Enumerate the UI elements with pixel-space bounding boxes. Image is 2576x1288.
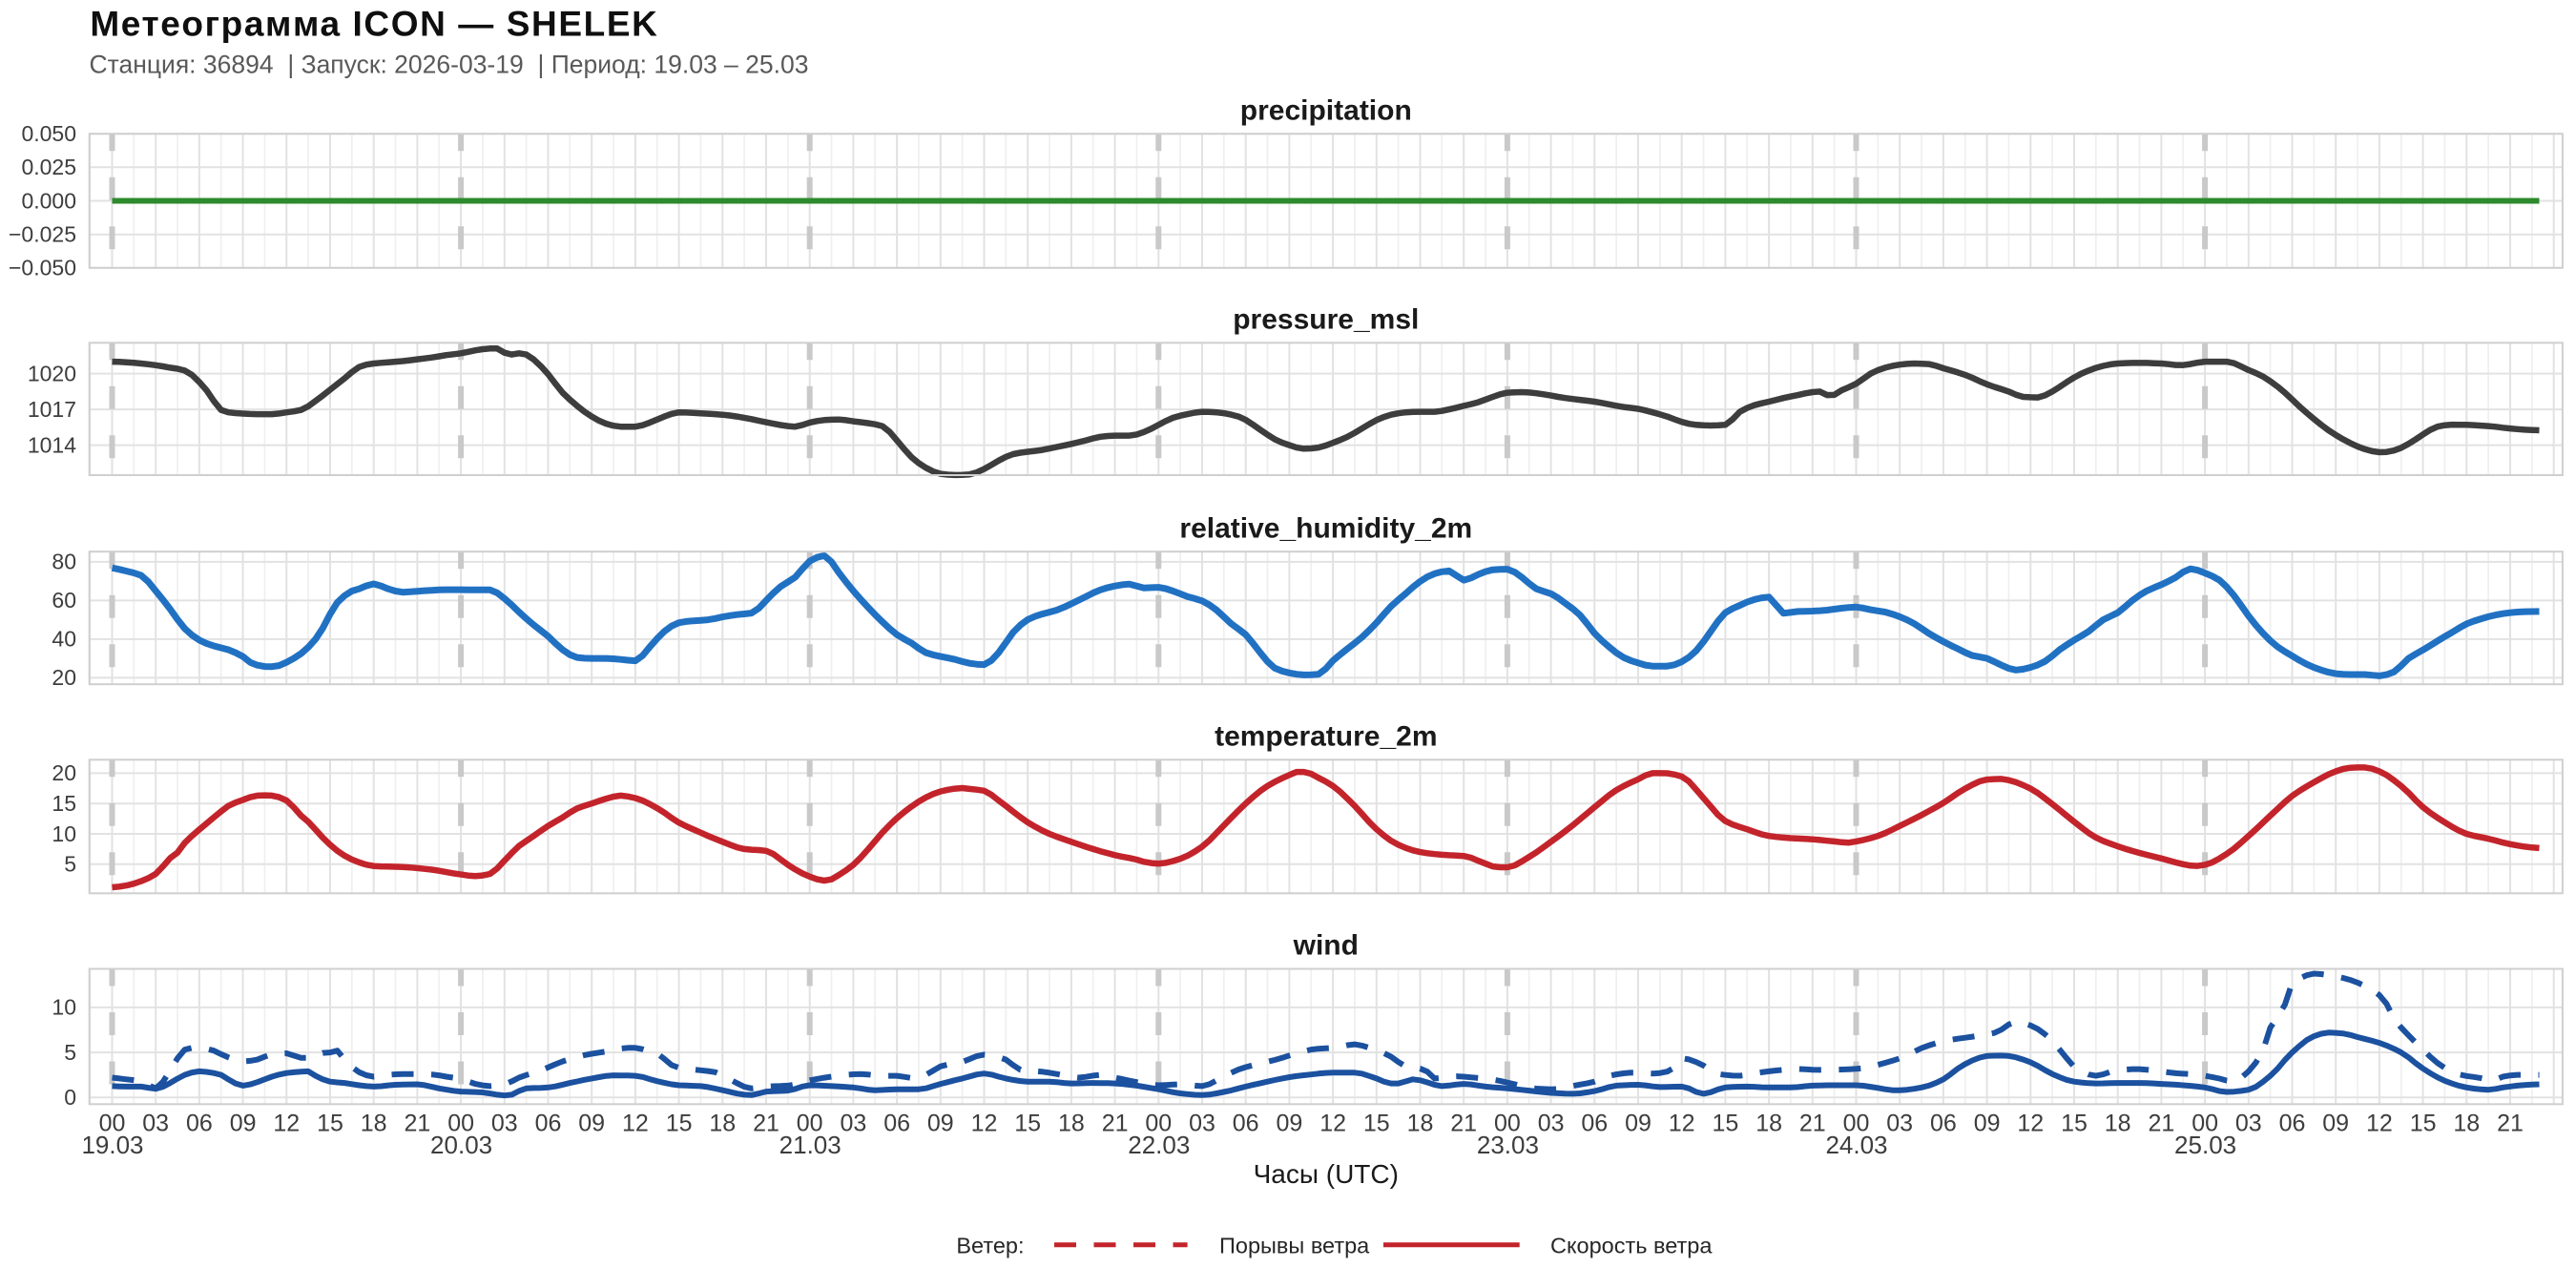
svg-text:09: 09 — [1276, 1111, 1302, 1137]
svg-text:12: 12 — [622, 1111, 649, 1137]
svg-text:21: 21 — [2497, 1111, 2524, 1137]
svg-text:03: 03 — [1886, 1111, 1913, 1137]
svg-text:0: 0 — [64, 1085, 76, 1110]
svg-text:15: 15 — [2061, 1111, 2088, 1137]
svg-text:03: 03 — [840, 1111, 866, 1137]
svg-text:15: 15 — [2410, 1111, 2437, 1137]
svg-text:18: 18 — [1407, 1111, 1434, 1137]
svg-text:precipitation: precipitation — [1240, 95, 1412, 127]
svg-text:1014: 1014 — [28, 432, 76, 457]
svg-text:06: 06 — [1930, 1111, 1957, 1137]
svg-text:18: 18 — [1755, 1111, 1782, 1137]
svg-text:15: 15 — [1014, 1111, 1041, 1137]
svg-text:temperature_2m: temperature_2m — [1215, 721, 1437, 753]
svg-text:18: 18 — [709, 1111, 736, 1137]
svg-text:10: 10 — [52, 995, 76, 1020]
svg-text:09: 09 — [2322, 1111, 2349, 1137]
svg-text:10: 10 — [52, 821, 76, 846]
svg-text:06: 06 — [1233, 1111, 1259, 1137]
svg-text:19.03: 19.03 — [81, 1131, 143, 1159]
svg-text:09: 09 — [230, 1111, 257, 1137]
svg-text:20: 20 — [52, 760, 76, 785]
svg-text:12: 12 — [971, 1111, 998, 1137]
svg-text:21: 21 — [753, 1111, 779, 1137]
svg-text:0.025: 0.025 — [21, 155, 76, 179]
svg-text:06: 06 — [883, 1111, 910, 1137]
svg-text:03: 03 — [142, 1111, 169, 1137]
svg-text:21: 21 — [1102, 1111, 1129, 1137]
svg-text:03: 03 — [2235, 1111, 2262, 1137]
svg-text:22.03: 22.03 — [1128, 1131, 1190, 1159]
svg-text:06: 06 — [2279, 1111, 2306, 1137]
svg-text:18: 18 — [361, 1111, 387, 1137]
svg-text:wind: wind — [1293, 930, 1359, 962]
svg-text:21: 21 — [2148, 1111, 2174, 1137]
svg-text:Скорость ветра: Скорость ветра — [1550, 1234, 1713, 1258]
svg-text:09: 09 — [927, 1111, 954, 1137]
svg-text:06: 06 — [535, 1111, 562, 1137]
svg-text:09: 09 — [1974, 1111, 2001, 1137]
svg-text:12: 12 — [2017, 1111, 2044, 1137]
svg-text:1017: 1017 — [28, 397, 76, 422]
svg-text:Часы (UTC): Часы (UTC) — [1254, 1159, 1399, 1189]
svg-text:00: 00 — [1494, 1111, 1521, 1137]
svg-text:−0.050: −0.050 — [9, 256, 76, 280]
svg-text:15: 15 — [1712, 1111, 1738, 1137]
svg-text:Метеограмма ICON — SHELEK: Метеограмма ICON — SHELEK — [90, 5, 658, 44]
svg-text:21: 21 — [1799, 1111, 1826, 1137]
svg-text:00: 00 — [1843, 1111, 1870, 1137]
svg-text:21.03: 21.03 — [779, 1131, 841, 1159]
svg-text:00: 00 — [447, 1111, 474, 1137]
svg-text:15: 15 — [666, 1111, 693, 1137]
svg-text:24.03: 24.03 — [1825, 1131, 1887, 1159]
svg-text:15: 15 — [52, 791, 76, 816]
svg-text:00: 00 — [1145, 1111, 1172, 1137]
svg-text:09: 09 — [578, 1111, 605, 1137]
svg-text:pressure_msl: pressure_msl — [1233, 304, 1419, 336]
svg-text:relative_humidity_2m: relative_humidity_2m — [1179, 513, 1472, 545]
svg-text:Станция: 36894 | Запуск: 2026: Станция: 36894 | Запуск: 2026-03-19 | Пе… — [90, 51, 809, 79]
svg-text:21: 21 — [404, 1111, 430, 1137]
svg-text:00: 00 — [99, 1111, 126, 1137]
svg-text:09: 09 — [1625, 1111, 1652, 1137]
svg-text:12: 12 — [2366, 1111, 2393, 1137]
svg-text:00: 00 — [2192, 1111, 2218, 1137]
svg-text:0.050: 0.050 — [21, 121, 76, 146]
svg-text:03: 03 — [1189, 1111, 1215, 1137]
svg-text:20.03: 20.03 — [430, 1131, 492, 1159]
svg-text:25.03: 25.03 — [2174, 1131, 2236, 1159]
svg-text:0.000: 0.000 — [21, 188, 76, 213]
svg-text:23.03: 23.03 — [1477, 1131, 1539, 1159]
svg-text:15: 15 — [317, 1111, 343, 1137]
svg-text:18: 18 — [2105, 1111, 2131, 1137]
svg-text:18: 18 — [2453, 1111, 2480, 1137]
svg-text:40: 40 — [52, 627, 76, 652]
svg-text:12: 12 — [1319, 1111, 1346, 1137]
svg-text:5: 5 — [64, 852, 76, 877]
svg-text:Ветер:: Ветер: — [956, 1234, 1024, 1258]
svg-text:20: 20 — [52, 665, 76, 690]
svg-text:12: 12 — [1669, 1111, 1695, 1137]
svg-text:03: 03 — [1538, 1111, 1565, 1137]
svg-text:15: 15 — [1363, 1111, 1390, 1137]
svg-text:12: 12 — [273, 1111, 300, 1137]
svg-text:5: 5 — [64, 1040, 76, 1065]
svg-text:03: 03 — [491, 1111, 518, 1137]
svg-text:21: 21 — [1450, 1111, 1477, 1137]
svg-text:Порывы ветра: Порывы ветра — [1219, 1234, 1370, 1258]
svg-text:18: 18 — [1058, 1111, 1085, 1137]
svg-text:60: 60 — [52, 588, 76, 613]
svg-text:−0.025: −0.025 — [9, 222, 76, 247]
svg-text:06: 06 — [186, 1111, 213, 1137]
svg-text:80: 80 — [52, 550, 76, 574]
svg-text:06: 06 — [1581, 1111, 1608, 1137]
svg-text:1020: 1020 — [28, 361, 76, 385]
svg-text:00: 00 — [797, 1111, 823, 1137]
